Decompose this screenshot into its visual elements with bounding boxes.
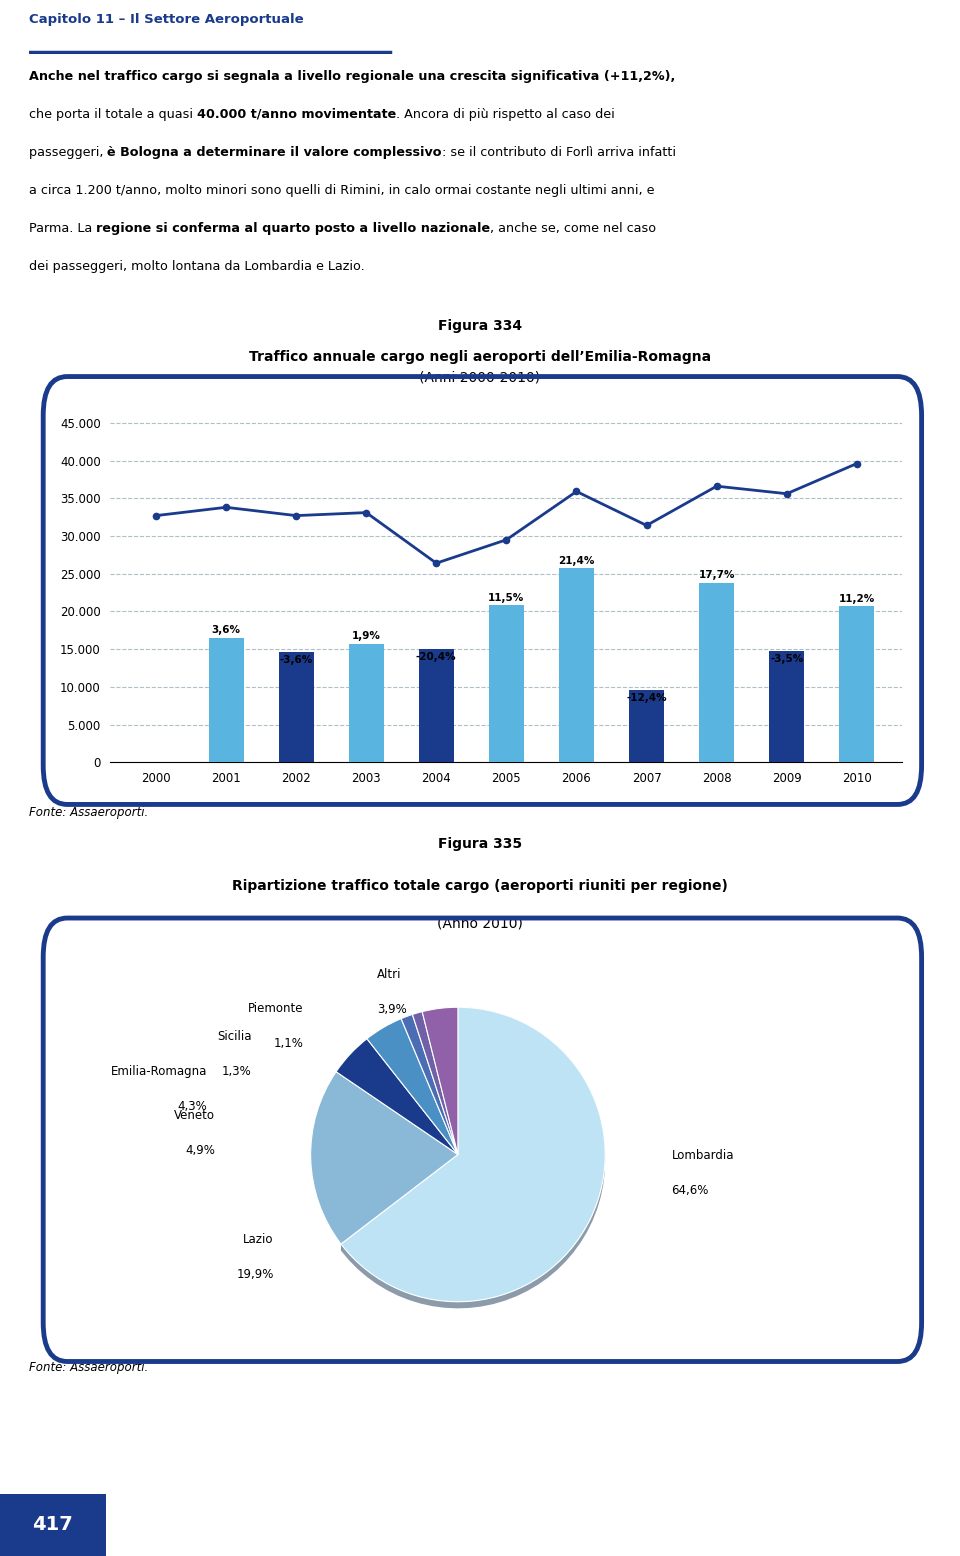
Wedge shape [401,1015,458,1155]
Text: Lombardia: Lombardia [671,1148,734,1162]
Text: Lazio: Lazio [243,1232,274,1246]
Bar [489,605,524,762]
Text: 417: 417 [32,1516,73,1534]
Polygon shape [341,1007,605,1309]
Text: Parma. La: Parma. La [29,223,96,235]
Text: 3,6%: 3,6% [211,626,241,635]
Text: 19,9%: 19,9% [236,1268,274,1281]
Wedge shape [336,1039,458,1155]
Text: Fonte: Assaeroporti.: Fonte: Assaeroporti. [29,806,148,818]
Bar [559,568,594,762]
Text: -3,6%: -3,6% [279,655,313,666]
Bar [769,652,804,762]
Text: , anche se, come nel caso: , anche se, come nel caso [491,223,657,235]
Text: . Ancora di più rispetto al caso dei: . Ancora di più rispetto al caso dei [396,107,614,121]
Text: -20,4%: -20,4% [416,652,457,663]
Text: (Anni 2000-2010): (Anni 2000-2010) [420,370,540,384]
Text: 1,3%: 1,3% [222,1064,252,1078]
Text: passeggeri,: passeggeri, [29,146,108,159]
Text: 1,9%: 1,9% [351,632,381,641]
Bar [699,584,734,762]
Bar [348,644,384,762]
Text: Piemonte: Piemonte [248,1002,303,1015]
Wedge shape [341,1007,605,1302]
Text: Sicilia: Sicilia [217,1030,252,1043]
Text: Figura 334: Figura 334 [438,319,522,333]
Text: regione si conferma al quarto posto a livello nazionale: regione si conferma al quarto posto a li… [96,223,491,235]
Bar [278,652,314,762]
Text: 11,5%: 11,5% [489,593,524,602]
Text: Anche nel traffico cargo si segnala a livello regionale una crescita significati: Anche nel traffico cargo si segnala a li… [29,70,675,82]
Text: dei passeggeri, molto lontana da Lombardia e Lazio.: dei passeggeri, molto lontana da Lombard… [29,260,365,272]
Wedge shape [422,1007,458,1155]
Text: 17,7%: 17,7% [699,569,735,580]
Text: a circa 1.200 t/anno, molto minori sono quelli di Rimini, in calo ormai costante: a circa 1.200 t/anno, molto minori sono … [29,184,655,198]
Text: : se il contributo di Forlì arriva infatti: : se il contributo di Forlì arriva infat… [442,146,676,159]
Text: è Bologna a determinare il valore complessivo: è Bologna a determinare il valore comple… [108,146,442,159]
Wedge shape [311,1072,458,1245]
Text: -3,5%: -3,5% [770,655,804,664]
Text: 40.000 t/anno movimentate: 40.000 t/anno movimentate [197,107,396,121]
Text: Emilia-Romagna: Emilia-Romagna [111,1064,207,1078]
Text: (Anno 2010): (Anno 2010) [437,916,523,930]
Text: 4,9%: 4,9% [185,1144,215,1158]
Text: 4,3%: 4,3% [178,1100,207,1113]
Text: 3,9%: 3,9% [377,1002,407,1016]
Text: -12,4%: -12,4% [626,692,667,703]
Text: 11,2%: 11,2% [839,593,875,604]
Bar [208,638,244,762]
Text: Traffico annuale cargo negli aeroporti dell’Emilia-Romagna: Traffico annuale cargo negli aeroporti d… [249,350,711,364]
Text: Veneto: Veneto [174,1109,215,1122]
Text: 21,4%: 21,4% [559,555,594,566]
Text: 64,6%: 64,6% [671,1184,708,1197]
Text: Figura 335: Figura 335 [438,837,522,851]
Polygon shape [341,1155,458,1251]
Text: 1,1%: 1,1% [274,1036,303,1050]
Bar [629,689,664,762]
Text: Ripartizione traffico totale cargo (aeroporti riuniti per regione): Ripartizione traffico totale cargo (aero… [232,879,728,893]
Bar [419,649,454,762]
Text: Fonte: Assaeroporti.: Fonte: Assaeroporti. [29,1362,148,1374]
Wedge shape [413,1011,458,1155]
Bar [0,1494,107,1556]
Text: Altri: Altri [377,968,401,980]
Text: Capitolo 11 – Il Settore Aeroportuale: Capitolo 11 – Il Settore Aeroportuale [29,12,303,26]
Bar [839,607,875,762]
Wedge shape [367,1019,458,1155]
Text: che porta il totale a quasi: che porta il totale a quasi [29,107,197,121]
